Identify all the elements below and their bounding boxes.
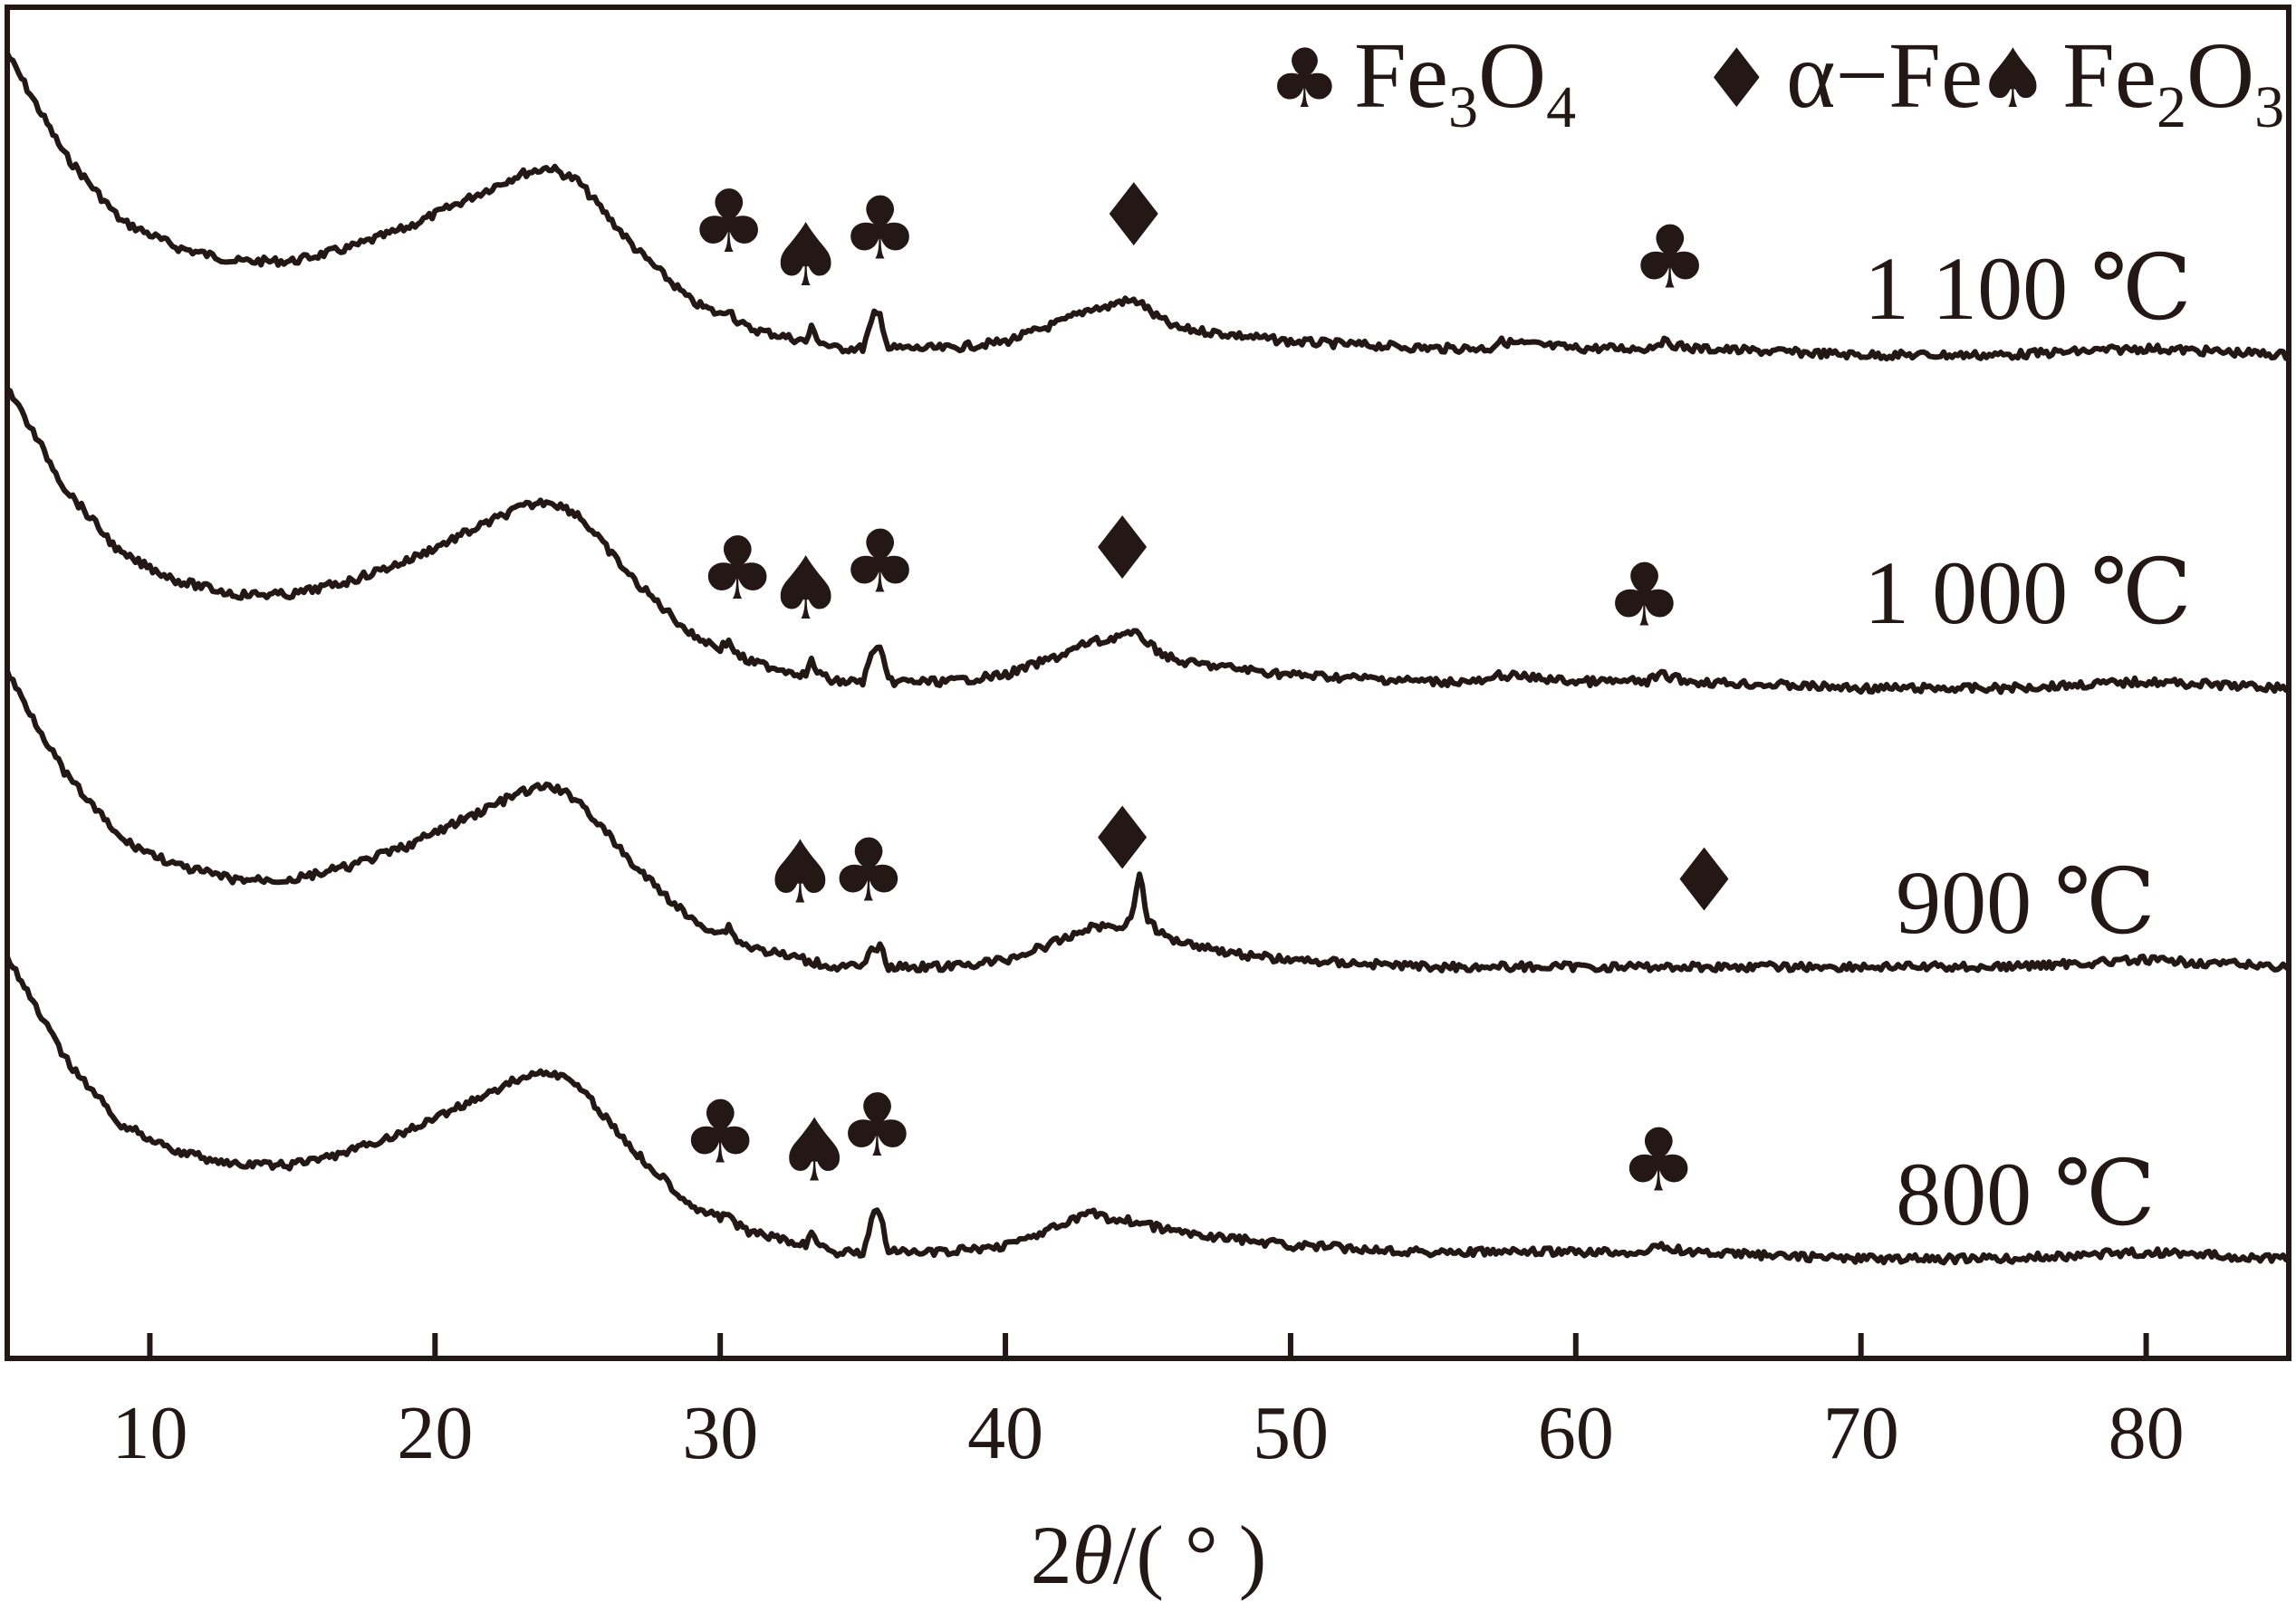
- x-tick-label-50: 50: [1253, 1391, 1329, 1475]
- legend-label-1: Fe3O4: [1354, 24, 1576, 140]
- peak-marker-2-4: ♦: [1083, 498, 1161, 600]
- peak-markers-layer: ♣♠♣ ♦ ♣♣♠♣ ♦ ♣♠♣ ♦ ♦♣ ♠♣ ♣: [681, 165, 1743, 1212]
- peak-marker-4-3: ♣: [838, 1075, 916, 1176]
- x-tick-label-60: 60: [1538, 1391, 1614, 1475]
- peak-marker-2-3: ♣: [841, 512, 918, 613]
- x-tick-label-10: 10: [111, 1391, 187, 1475]
- legend: ♣ Fe3O4 ♦ α−Fe♠ Fe2O3: [1268, 24, 2284, 140]
- peak-marker-1-5: ♣: [1631, 206, 1709, 308]
- series-layer: [5, 52, 2291, 1266]
- peak-marker-4-2: ♠: [775, 1099, 853, 1201]
- legend-symbol-3: ♠: [1976, 32, 2050, 127]
- peak-marker-2-5: ♣: [1605, 545, 1683, 647]
- peak-marker-3-4: ♦: [1665, 830, 1743, 932]
- peak-marker-1-2: ♠: [767, 205, 845, 306]
- x-tick-label-80: 80: [2109, 1391, 2185, 1475]
- peak-marker-4-4: ♣: [1619, 1110, 1697, 1212]
- series-line-4: [5, 955, 2291, 1266]
- peak-marker-4-1: ♣: [681, 1082, 759, 1184]
- x-tick-label-70: 70: [1823, 1391, 1899, 1475]
- x-axis: 10 20 30 40 50 60 70 80 2θ/( ° ): [111, 1333, 2185, 1601]
- legend-symbol-2: ♦: [1700, 32, 1773, 127]
- x-tick-label-40: 40: [967, 1391, 1043, 1475]
- series-labels-layer: 1 100 ℃ 1 000 ℃ 900 ℃ 800 ℃: [1864, 238, 2192, 1244]
- plot-frame-layer: [5, 5, 2291, 1361]
- series-line-3: [5, 669, 2291, 974]
- x-tick-label-30: 30: [682, 1391, 758, 1475]
- series-label-2: 1 000 ℃: [1864, 542, 2192, 643]
- peak-marker-3-1: ♠: [761, 822, 839, 924]
- series-line-1: [5, 52, 2290, 362]
- peak-marker-3-3: ♦: [1083, 788, 1161, 889]
- legend-symbol-1: ♣: [1268, 32, 1341, 127]
- legend-label-2: α−Fe: [1786, 24, 1983, 128]
- peak-marker-1-4: ♦: [1095, 165, 1173, 266]
- x-tick-label-20: 20: [397, 1391, 473, 1475]
- peak-marker-1-3: ♣: [841, 178, 918, 280]
- peak-marker-3-2: ♣: [830, 820, 908, 922]
- series-line-2: [5, 387, 2290, 695]
- plot-frame: [5, 5, 2291, 1361]
- series-label-4: 800 ℃: [1896, 1144, 2156, 1244]
- peak-marker-1-1: ♣: [690, 171, 768, 273]
- x-axis-title: 2θ/( ° ): [1031, 1509, 1267, 1601]
- series-label-1: 1 100 ℃: [1864, 238, 2192, 339]
- peak-marker-2-2: ♠: [767, 538, 845, 639]
- peak-marker-2-1: ♣: [698, 518, 776, 619]
- series-label-3: 900 ℃: [1896, 852, 2156, 953]
- legend-label-3: Fe2O3: [2062, 24, 2284, 140]
